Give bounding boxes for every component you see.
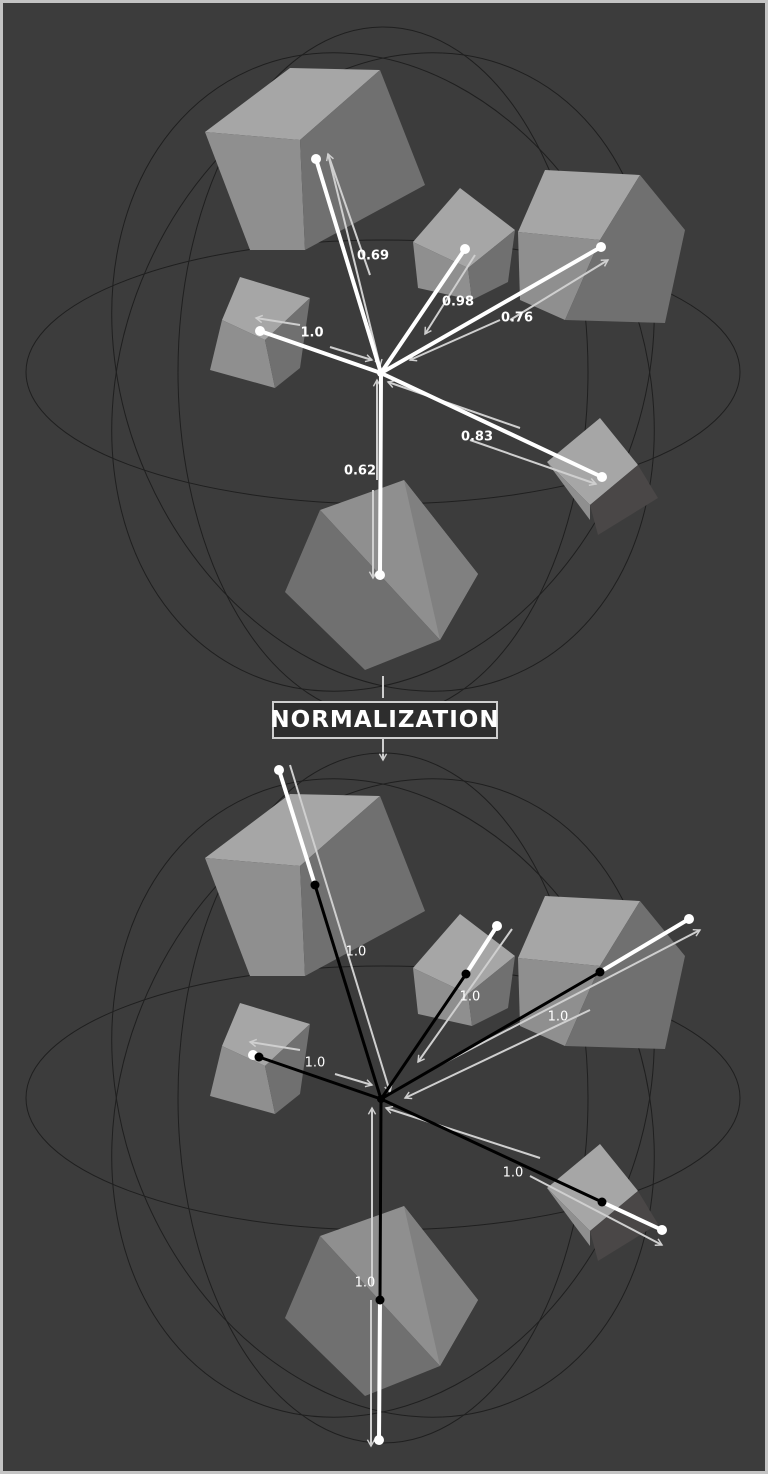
tip-dot: [684, 914, 694, 924]
diagram-canvas: 0.69 0.98 1.0 0.76 0.83 0.62: [25, 26, 741, 1448]
tip-dot: [374, 1435, 384, 1445]
cube-center: [413, 914, 515, 1026]
unit-dot: [595, 967, 605, 977]
weight-label: 1.0: [300, 326, 323, 341]
tip-dot: [597, 472, 607, 482]
cube-small-left: [210, 1003, 310, 1114]
unit-dot: [597, 1197, 607, 1207]
cube-bottom: [285, 480, 478, 670]
top-vectors: [258, 157, 604, 577]
weight-label: 0.76: [501, 311, 533, 326]
unit-dot: [375, 1295, 385, 1305]
tip-dot: [460, 244, 470, 254]
weight-label: 0.62: [344, 464, 376, 479]
cube-small-left: [210, 277, 310, 388]
weight-label: 0.98: [442, 295, 474, 310]
normalization-label: NORMALIZATION: [270, 707, 500, 733]
unit-dot: [254, 1052, 264, 1062]
normalization-label-box: NORMALIZATION: [270, 701, 500, 739]
cube-upper-left: [205, 794, 425, 976]
weight-label: 1.0: [346, 945, 367, 960]
weight-label: 1.0: [548, 1010, 569, 1025]
tip-dot: [657, 1225, 667, 1235]
cube-center: [413, 188, 515, 300]
cube-bottom: [285, 1206, 478, 1396]
origin-dot: [377, 369, 385, 377]
cube-upper-right: [518, 170, 685, 323]
tip-dot: [274, 765, 284, 775]
bottom-tips: [248, 765, 694, 1445]
bottom-panel: 1.0 1.0 1.0 1.0 1.0 1.0: [25, 752, 741, 1448]
diagram-frame: 0.69 0.98 1.0 0.76 0.83 0.62: [3, 3, 765, 1471]
bottom-normalized-vectors: [257, 883, 604, 1302]
tip-dot: [311, 154, 321, 164]
bottom-white-segments: [251, 768, 691, 1442]
tip-dot: [255, 326, 265, 336]
tip-dot: [375, 570, 385, 580]
top-panel: 0.69 0.98 1.0 0.76 0.83 0.62: [25, 26, 741, 718]
tip-dot: [596, 242, 606, 252]
top-weight-labels: 0.69 0.98 1.0 0.76 0.83 0.62: [300, 249, 533, 479]
weight-label: 1.0: [305, 1056, 326, 1071]
weight-label: 1.0: [355, 1276, 376, 1291]
cube-lower-right: [547, 418, 658, 535]
weight-label: 0.83: [461, 430, 493, 445]
weight-label: 1.0: [503, 1166, 524, 1181]
top-vector-tips: [255, 154, 607, 580]
bottom-weight-labels: 1.0 1.0 1.0 1.0 1.0 1.0: [305, 945, 569, 1291]
weight-label: 0.69: [357, 249, 389, 264]
tip-dot: [492, 921, 502, 931]
top-arrows: [254, 152, 610, 580]
origin-dot: [377, 1095, 385, 1103]
weight-label: 1.0: [460, 990, 481, 1005]
unit-dot: [461, 969, 471, 979]
bottom-arrows: [248, 764, 702, 1448]
unit-dot: [310, 880, 320, 890]
